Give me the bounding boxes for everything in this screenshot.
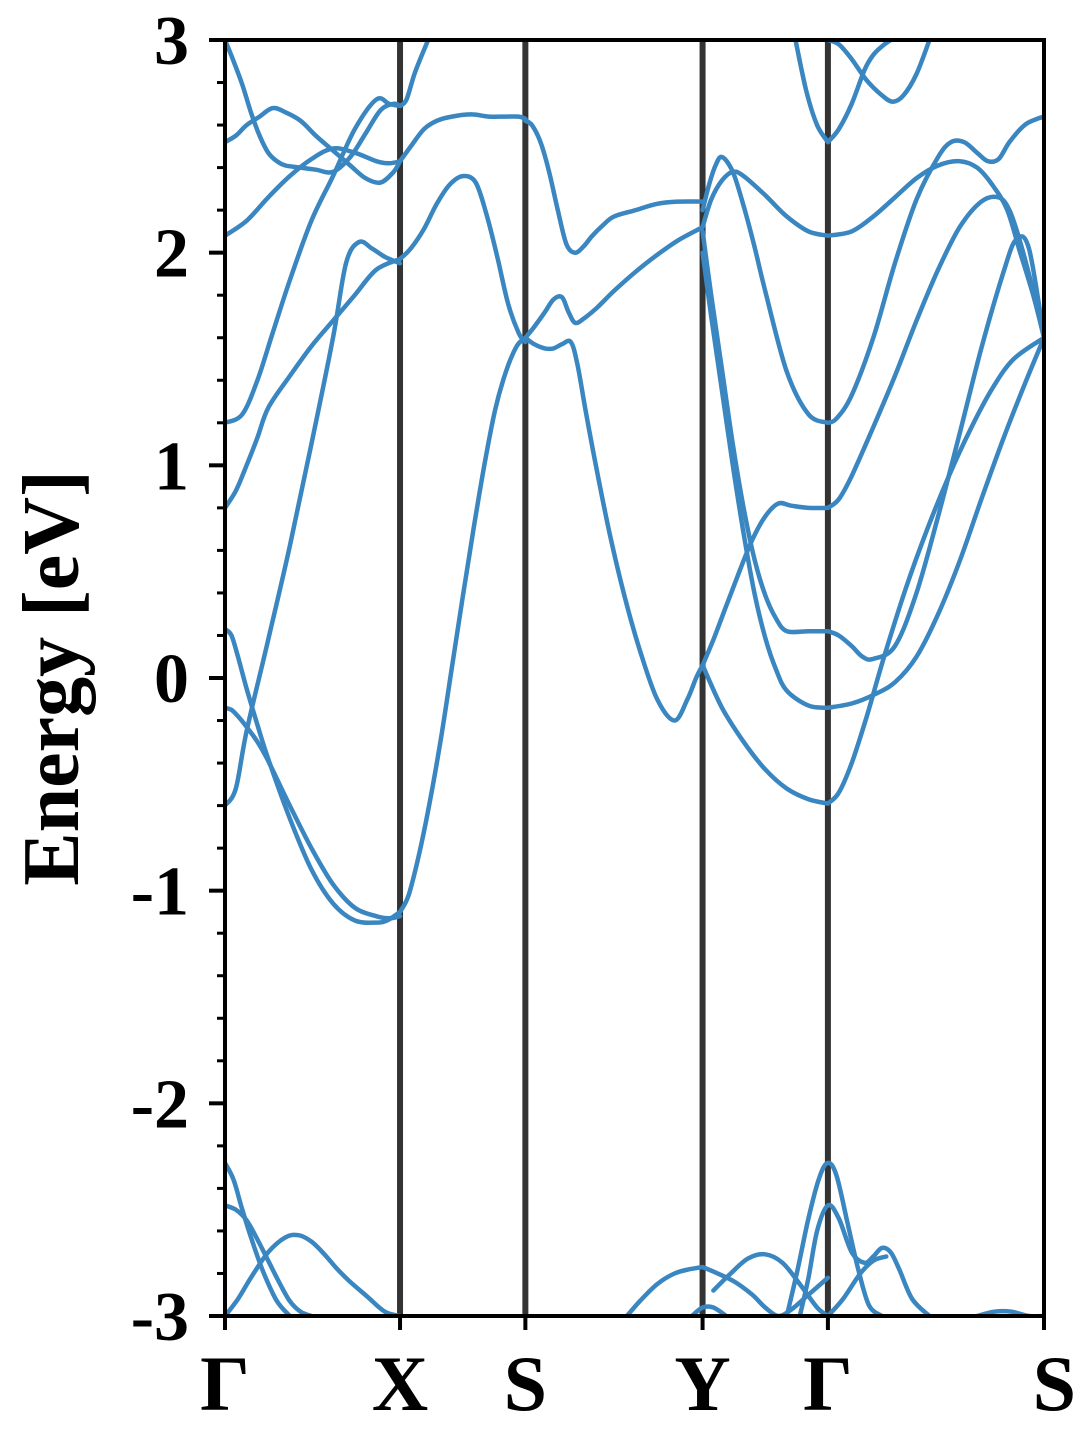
band-line-23: [825, 40, 893, 145]
y-tick-label: 2: [154, 216, 189, 293]
kpoint-label-3: Y: [674, 1340, 730, 1427]
band-line-33: [225, 1232, 403, 1316]
band-line-9: [397, 40, 431, 109]
band-line-38: [784, 1160, 885, 1316]
band-line-41: [974, 1308, 1044, 1316]
band-line-18: [700, 229, 831, 635]
high-symmetry-lines: [397, 40, 831, 1316]
band-line-13: [523, 118, 705, 255]
kpoint-label-1: X: [372, 1340, 428, 1427]
kpoint-label-0: Γ: [200, 1340, 250, 1427]
kpoint-label-2: S: [504, 1340, 547, 1427]
band-line-4: [225, 96, 403, 426]
band-line-12: [397, 335, 528, 915]
y-axis-ticks: 3 2 1 0 -1 -2 -3: [131, 3, 225, 1356]
band-line-24: [825, 40, 932, 104]
band-line-40: [825, 1254, 889, 1316]
y-tick-label: -3: [131, 1279, 189, 1356]
band-line-1: [225, 105, 403, 185]
kpoint-label-4: Γ: [803, 1340, 853, 1427]
band-line-7: [225, 626, 403, 925]
y-tick-label: -2: [131, 1066, 189, 1143]
band-line-29: [825, 335, 1044, 711]
band-line-28: [825, 234, 1044, 662]
band-line-22: [793, 40, 831, 145]
band-line-32: [225, 1203, 314, 1316]
band-line-17: [700, 169, 831, 238]
band-line-39: [797, 1202, 932, 1316]
energy-bands: [225, 40, 1044, 1316]
band-line-21: [700, 662, 831, 806]
band-line-8: [225, 705, 403, 921]
y-tick-label: 0: [154, 641, 189, 718]
kpoint-label-5: S: [1033, 1340, 1076, 1427]
band-line-31: [225, 1160, 293, 1316]
y-tick-label: 3: [154, 3, 189, 80]
band-line-6: [225, 239, 403, 808]
y-tick-label: 1: [154, 428, 189, 505]
band-line-14: [523, 224, 705, 340]
band-line-16: [700, 154, 831, 426]
band-line-10: [397, 112, 528, 164]
band-line-11: [397, 173, 528, 345]
band-line-20: [700, 500, 831, 668]
band-line-3: [225, 40, 403, 175]
band-line-36: [689, 1304, 729, 1316]
plot-frame: [223, 38, 1046, 1318]
y-axis-label: Energy [eV]: [8, 470, 96, 885]
band-line-15: [523, 335, 705, 723]
band-line-34: [624, 1264, 705, 1316]
band-line-37: [711, 1251, 831, 1316]
band-line-2: [225, 146, 403, 238]
band-line-26: [825, 114, 1044, 426]
band-line-25: [825, 158, 1044, 340]
band-line-5: [225, 256, 403, 511]
band-line-30: [825, 335, 1044, 806]
y-tick-label: -1: [131, 854, 189, 931]
band-line-19: [700, 250, 831, 711]
